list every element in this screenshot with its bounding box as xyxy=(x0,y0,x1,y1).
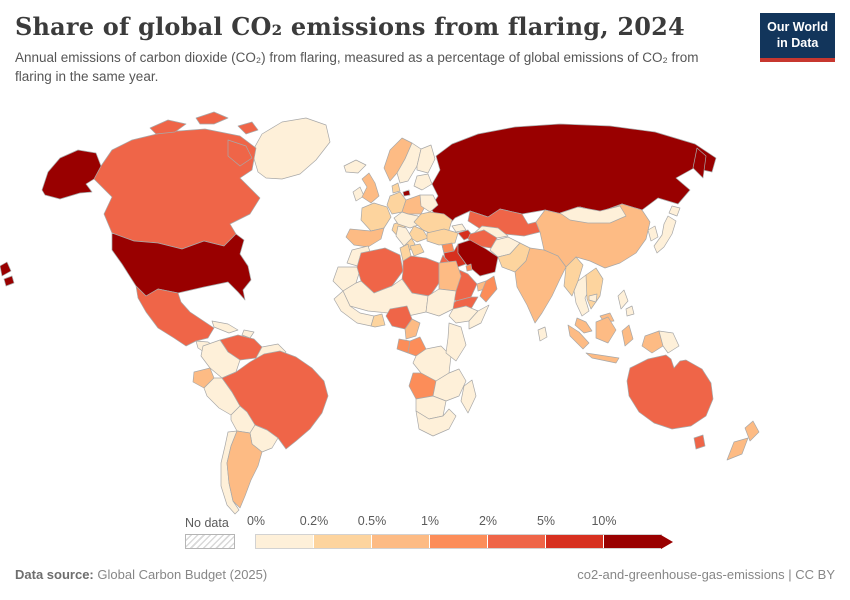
country-canada[interactable] xyxy=(237,121,259,135)
legend-segment-6[interactable]: 10% xyxy=(591,514,661,548)
country-sudan[interactable] xyxy=(425,288,457,317)
country-france[interactable] xyxy=(360,202,392,232)
attribution-link[interactable]: co2-and-greenhouse-gas-emissions | CC BY xyxy=(577,567,835,582)
country-new-zealand[interactable] xyxy=(744,420,760,442)
country-mexico[interactable] xyxy=(135,285,215,347)
country-japan[interactable] xyxy=(653,215,677,254)
country-oman[interactable] xyxy=(479,275,498,303)
country-georgia[interactable] xyxy=(451,223,467,233)
country-baltics[interactable] xyxy=(413,173,433,191)
country-greece[interactable] xyxy=(409,243,425,257)
country-indonesia[interactable] xyxy=(585,352,620,364)
country-western-sahara[interactable] xyxy=(332,266,362,292)
chart-title: Share of global CO₂ emissions from flari… xyxy=(15,12,685,41)
country-cambodia[interactable] xyxy=(588,293,598,303)
country-mongolia[interactable] xyxy=(559,205,627,224)
country-ireland[interactable] xyxy=(352,186,365,202)
country-somalia[interactable] xyxy=(468,304,490,330)
country-argentina[interactable] xyxy=(226,430,263,509)
country-iceland[interactable] xyxy=(343,159,367,174)
country-malaysia[interactable] xyxy=(574,317,593,334)
country-indonesia[interactable] xyxy=(595,316,617,344)
chart-footer: Data source: Global Carbon Budget (2025)… xyxy=(15,567,835,582)
country-australia[interactable] xyxy=(626,354,714,430)
legend-tick-label: 10% xyxy=(591,514,617,528)
data-source-label: Data source: xyxy=(15,567,94,582)
country-russia[interactable] xyxy=(402,189,411,197)
country-russia[interactable] xyxy=(692,147,707,179)
country-japan[interactable] xyxy=(668,205,681,217)
country-south-korea[interactable] xyxy=(647,225,659,242)
country-spain[interactable] xyxy=(345,227,385,248)
data-source-value[interactable]: Global Carbon Budget (2025) xyxy=(97,567,268,582)
country-egypt[interactable] xyxy=(438,260,462,292)
legend-segment-2[interactable]: 0.5% xyxy=(358,514,429,548)
country-south-africa[interactable] xyxy=(415,408,457,437)
country-canada[interactable] xyxy=(149,119,187,135)
legend-tick-label: 5% xyxy=(536,514,556,528)
legend-segment-5[interactable]: 5% xyxy=(537,514,603,548)
legend-tick-label: 0.5% xyxy=(357,514,387,528)
legend-segment-4[interactable]: 2% xyxy=(479,514,545,548)
country-finland[interactable] xyxy=(416,144,436,174)
country-indonesia[interactable] xyxy=(621,324,634,347)
map-legend: No data 0% 0.2% 0.5% 1% 2% 5% 10% xyxy=(185,514,673,549)
country-myanmar[interactable] xyxy=(563,256,584,297)
country-new-zealand[interactable] xyxy=(726,437,749,461)
owid-logo[interactable]: Our World in Data xyxy=(760,13,835,62)
legend-arrow xyxy=(661,534,673,549)
country-east-africa[interactable] xyxy=(445,322,467,362)
chart-subtitle: Annual emissions of carbon dioxide (CO₂)… xyxy=(15,50,699,85)
country-ghana[interactable] xyxy=(370,313,386,328)
country-australia[interactable] xyxy=(693,434,706,450)
country-denmark[interactable] xyxy=(391,182,401,194)
country-russia[interactable] xyxy=(0,261,15,287)
country-romania[interactable] xyxy=(407,225,429,243)
owid-logo-line2: in Data xyxy=(776,36,819,51)
country-balkans[interactable] xyxy=(395,225,413,247)
owid-logo-line1: Our World xyxy=(767,20,828,34)
legend-no-data-label: No data xyxy=(185,516,229,530)
legend-no-data-swatch xyxy=(185,534,235,549)
country-papua-new-guinea[interactable] xyxy=(658,330,680,354)
country-philippines[interactable] xyxy=(617,289,629,310)
country-united-kingdom[interactable] xyxy=(361,172,380,204)
country-congo[interactable] xyxy=(407,336,427,357)
legend-no-data[interactable]: No data xyxy=(185,516,235,549)
legend-segment-0[interactable]: 0% xyxy=(247,514,313,548)
country-cuba[interactable] xyxy=(211,320,239,334)
legend-tick-label: 0% xyxy=(246,514,266,528)
country-vietnam[interactable] xyxy=(585,267,604,310)
country-indonesia[interactable] xyxy=(567,324,590,350)
legend-tick-label: 0.2% xyxy=(299,514,329,528)
country-canada[interactable] xyxy=(93,128,261,250)
country-greenland[interactable] xyxy=(251,117,331,180)
country-philippines[interactable] xyxy=(625,305,635,317)
country-sri-lanka[interactable] xyxy=(537,326,548,342)
legend-tick-label: 1% xyxy=(420,514,440,528)
country-madagascar[interactable] xyxy=(460,379,477,414)
legend-segment-1[interactable]: 0.2% xyxy=(300,514,371,548)
country-canada[interactable] xyxy=(227,139,253,167)
data-source: Data source: Global Carbon Budget (2025) xyxy=(15,567,267,582)
legend-tick-label: 2% xyxy=(478,514,498,528)
country-united-states[interactable] xyxy=(41,149,102,200)
legend-color-scale: 0% 0.2% 0.5% 1% 2% 5% 10% xyxy=(247,514,673,549)
legend-segment-3[interactable]: 1% xyxy=(421,514,487,548)
country-kuwait[interactable] xyxy=(465,263,473,272)
country-zambia-mozambique[interactable] xyxy=(432,368,467,402)
chart-header: Share of global CO₂ emissions from flari… xyxy=(15,12,750,86)
country-canada[interactable] xyxy=(195,111,229,125)
country-cameroon[interactable] xyxy=(404,318,421,340)
country-belarus[interactable] xyxy=(419,194,439,213)
